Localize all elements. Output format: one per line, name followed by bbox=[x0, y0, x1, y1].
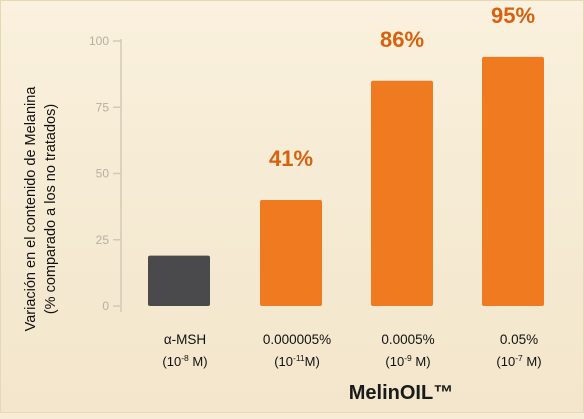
y-tick-label: 50 bbox=[96, 167, 110, 181]
y-axis-title: Variación en el contenido de Melanina (% … bbox=[23, 86, 59, 332]
y-axis-label-line: (% comparado a los no tratados) bbox=[43, 104, 59, 314]
category-concentration: (10-8 M) bbox=[162, 353, 207, 369]
bar-value-label: 41% bbox=[269, 146, 313, 171]
bar bbox=[371, 80, 433, 306]
category-label: α-MSH bbox=[164, 332, 206, 347]
y-tick-label: 25 bbox=[96, 233, 110, 247]
y-tick-label: 100 bbox=[89, 34, 109, 48]
bar-value-label: 86% bbox=[380, 27, 424, 52]
category-label: 0.05% bbox=[500, 332, 538, 347]
bar-value-label: 95% bbox=[491, 3, 535, 28]
y-tick-label: 0 bbox=[102, 299, 109, 313]
bar bbox=[148, 255, 210, 306]
brand-logo: MelinOIL™ bbox=[349, 382, 453, 404]
category-concentration: (10-9 M) bbox=[385, 353, 430, 369]
y-axis-label-line: Variación en el contenido de Melanina bbox=[23, 86, 39, 332]
category-label: 0.000005% bbox=[263, 332, 331, 347]
category-label: 0.0005% bbox=[381, 332, 434, 347]
y-tick-label: 75 bbox=[96, 100, 110, 114]
bar bbox=[260, 200, 322, 306]
category-concentration: (10-11M) bbox=[274, 353, 320, 369]
bar bbox=[482, 56, 544, 307]
category-concentration: (10-7 M) bbox=[496, 353, 541, 369]
